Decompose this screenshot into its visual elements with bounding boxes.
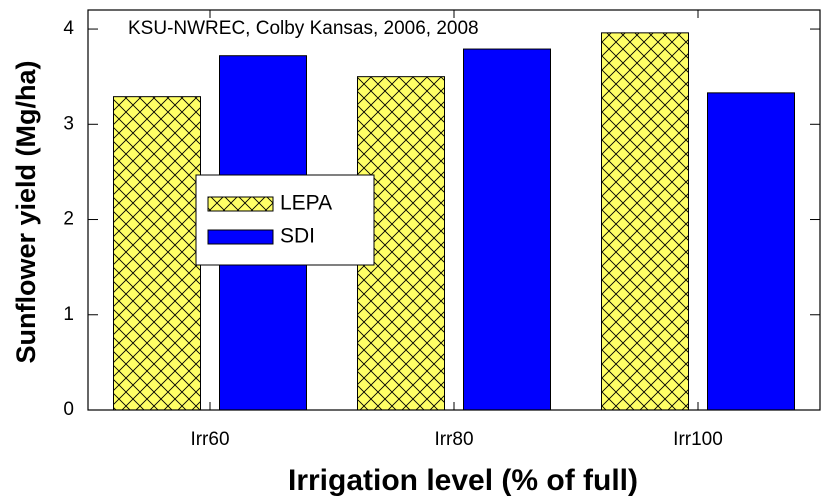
x-tick-label: Irr60 <box>190 429 229 450</box>
bar <box>601 32 689 411</box>
y-tick-label: 4 <box>63 18 74 39</box>
bar <box>707 92 795 411</box>
plot-frame <box>87 9 821 411</box>
legend-swatch <box>207 229 274 245</box>
legend-box <box>195 174 375 266</box>
y-tick-label: 1 <box>63 304 74 325</box>
y-tick-label: 0 <box>63 399 74 420</box>
legend-swatch <box>207 196 274 212</box>
x-tick-label: Irr80 <box>434 429 473 450</box>
legend-label: SDI <box>280 225 315 248</box>
x-axis-label: Irrigation level (% of full) <box>288 464 638 497</box>
bar <box>113 96 201 411</box>
x-tick-label: Irr100 <box>673 429 723 450</box>
bar <box>463 48 551 411</box>
chart-title: KSU-NWREC, Colby Kansas, 2006, 2008 <box>128 18 479 39</box>
y-tick-label: 2 <box>63 209 74 230</box>
y-axis-label: Sunflower yield (Mg/ha) <box>11 60 41 363</box>
legend-label: LEPA <box>280 192 332 215</box>
y-tick-label: 3 <box>63 113 74 134</box>
